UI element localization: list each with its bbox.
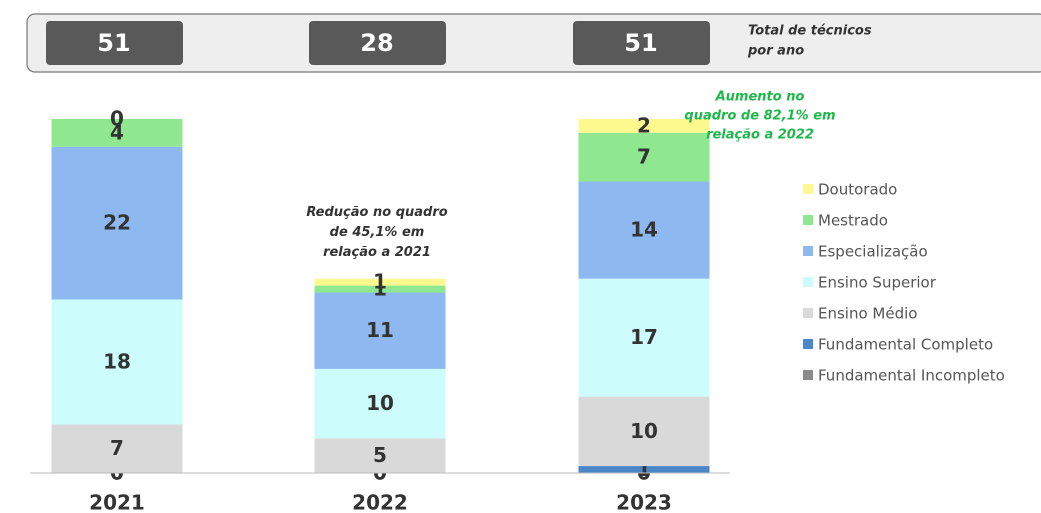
bar-segment	[578, 132, 710, 182]
total-value: 51	[624, 29, 657, 57]
data-label: 1	[373, 270, 387, 294]
legend-label: Ensino Médio	[818, 305, 917, 323]
bar-segment	[314, 292, 446, 369]
bar-segment	[578, 119, 710, 133]
total-box	[46, 21, 183, 65]
data-label: 18	[103, 349, 131, 373]
data-label: 0	[110, 107, 124, 131]
header-panel	[26, 13, 1041, 73]
bar-segment	[51, 299, 183, 425]
data-label: 14	[630, 218, 658, 242]
x-tick-label: 2023	[616, 491, 672, 513]
legend-swatch	[803, 184, 813, 194]
legend-swatch	[803, 215, 813, 225]
legend-swatch	[803, 370, 813, 380]
bar-segment	[314, 285, 446, 293]
bar-segment	[314, 438, 446, 473]
total-value: 51	[97, 29, 130, 57]
x-tick-label: 2022	[352, 491, 408, 513]
legend-swatch	[803, 277, 813, 287]
annotation: relação a 2021	[323, 245, 431, 260]
legend-label: Fundamental Completo	[818, 336, 993, 354]
bar-segment	[578, 396, 710, 467]
bar-segment	[51, 424, 183, 473]
legend-swatch	[803, 246, 813, 256]
annotation: Aumento no	[715, 90, 805, 105]
legend-label: Doutorado	[818, 181, 897, 199]
data-label: 4	[110, 120, 124, 144]
legend-label: Especialização	[818, 243, 928, 261]
bar-segment	[51, 146, 183, 300]
data-label: 7	[637, 145, 651, 169]
legend-label: Ensino Superior	[818, 274, 937, 292]
legend-swatch	[803, 308, 813, 318]
annotation: Redução no quadro	[306, 205, 447, 220]
header-label: Total de técnicos	[748, 24, 872, 39]
bar-segment	[314, 278, 446, 286]
bar-segment	[578, 181, 710, 279]
x-tick-label: 2021	[89, 491, 145, 513]
annotation: quadro de 82,1% em	[684, 109, 835, 124]
legend-label: Fundamental Incompleto	[818, 367, 1005, 385]
legend-label: Mestrado	[818, 212, 888, 230]
annotation: relação a 2022	[706, 128, 814, 143]
bar-segment	[578, 278, 710, 397]
data-label: 5	[373, 443, 387, 467]
data-label: 10	[366, 391, 394, 415]
bar-segment	[578, 466, 710, 473]
annotation: de 45,1% em	[330, 225, 425, 240]
data-label: 2	[637, 113, 651, 137]
data-label: 10	[630, 419, 658, 443]
total-box	[309, 21, 446, 65]
data-label: 11	[366, 318, 394, 342]
legend-swatch	[803, 339, 813, 349]
total-value: 28	[360, 29, 393, 57]
bar-segment	[314, 368, 446, 439]
total-box	[573, 21, 710, 65]
data-label: 17	[630, 325, 658, 349]
header-label: por ano	[747, 44, 804, 59]
data-label: 7	[110, 436, 124, 460]
data-label: 22	[103, 211, 131, 235]
bar-segment	[51, 119, 183, 147]
